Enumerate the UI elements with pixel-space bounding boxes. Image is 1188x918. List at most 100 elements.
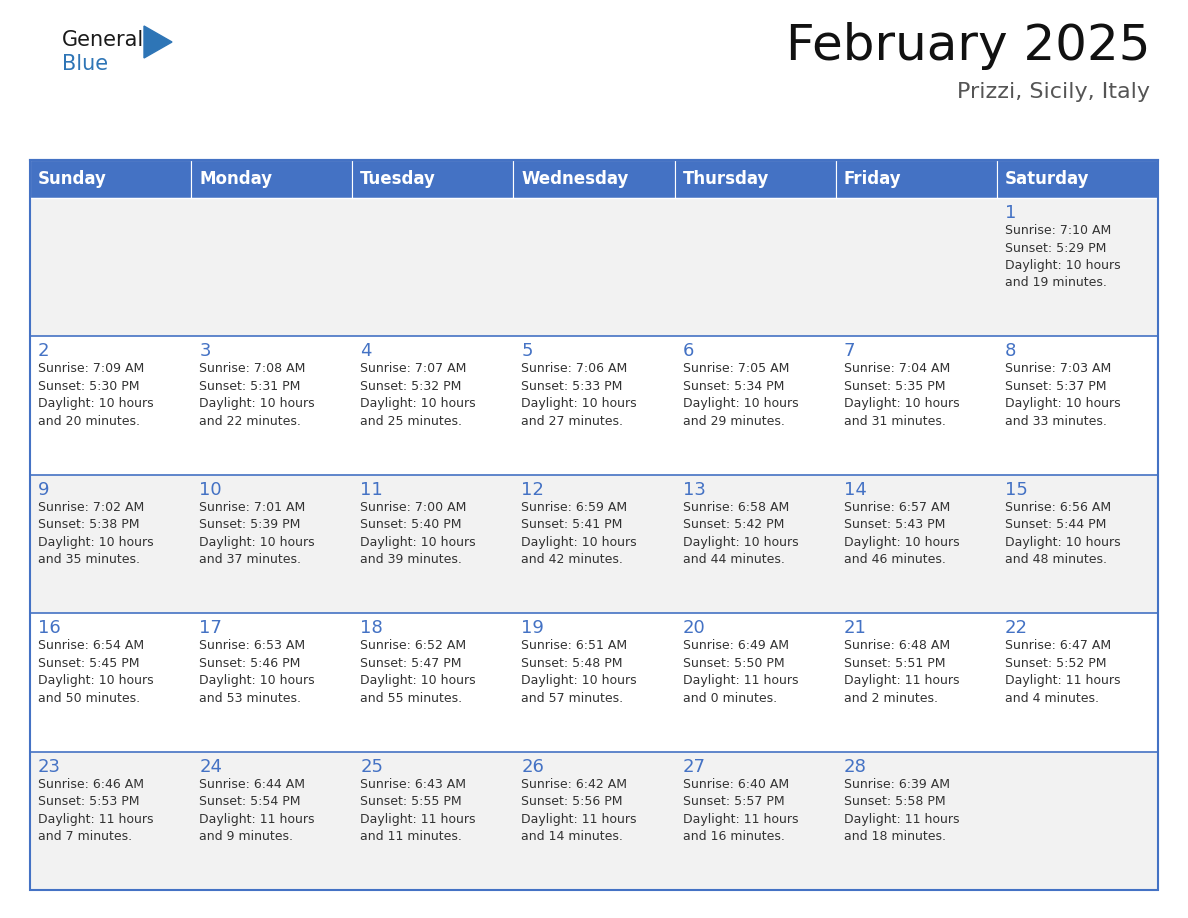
Text: 2: 2 <box>38 342 50 361</box>
Bar <box>30 160 191 198</box>
Text: 18: 18 <box>360 620 383 637</box>
Bar <box>191 336 353 475</box>
Text: Sunrise: 6:42 AM
Sunset: 5:56 PM
Daylight: 11 hours
and 14 minutes.: Sunrise: 6:42 AM Sunset: 5:56 PM Dayligh… <box>522 778 637 843</box>
Bar <box>30 336 191 475</box>
Bar <box>30 160 1158 890</box>
Text: Sunrise: 7:04 AM
Sunset: 5:35 PM
Daylight: 10 hours
and 31 minutes.: Sunrise: 7:04 AM Sunset: 5:35 PM Dayligh… <box>843 363 960 428</box>
Bar <box>997 336 1158 475</box>
Text: Blue: Blue <box>62 54 108 74</box>
Text: Sunrise: 7:01 AM
Sunset: 5:39 PM
Daylight: 10 hours
and 37 minutes.: Sunrise: 7:01 AM Sunset: 5:39 PM Dayligh… <box>200 501 315 566</box>
Bar <box>835 475 997 613</box>
Text: Sunrise: 7:05 AM
Sunset: 5:34 PM
Daylight: 10 hours
and 29 minutes.: Sunrise: 7:05 AM Sunset: 5:34 PM Dayligh… <box>683 363 798 428</box>
Text: Sunrise: 6:58 AM
Sunset: 5:42 PM
Daylight: 10 hours
and 44 minutes.: Sunrise: 6:58 AM Sunset: 5:42 PM Dayligh… <box>683 501 798 566</box>
Text: February 2025: February 2025 <box>785 22 1150 70</box>
Text: 26: 26 <box>522 757 544 776</box>
Bar <box>353 752 513 890</box>
Bar <box>675 198 835 336</box>
Text: Sunrise: 6:54 AM
Sunset: 5:45 PM
Daylight: 10 hours
and 50 minutes.: Sunrise: 6:54 AM Sunset: 5:45 PM Dayligh… <box>38 639 153 705</box>
Bar <box>997 752 1158 890</box>
Bar <box>30 613 191 752</box>
Bar <box>191 752 353 890</box>
Bar <box>997 613 1158 752</box>
Bar <box>675 475 835 613</box>
Text: Sunrise: 6:53 AM
Sunset: 5:46 PM
Daylight: 10 hours
and 53 minutes.: Sunrise: 6:53 AM Sunset: 5:46 PM Dayligh… <box>200 639 315 705</box>
Bar <box>675 336 835 475</box>
Bar <box>835 613 997 752</box>
Bar <box>513 475 675 613</box>
Text: 4: 4 <box>360 342 372 361</box>
Text: 13: 13 <box>683 481 706 498</box>
Text: 8: 8 <box>1005 342 1016 361</box>
Bar <box>353 198 513 336</box>
Text: 15: 15 <box>1005 481 1028 498</box>
Text: Sunrise: 6:40 AM
Sunset: 5:57 PM
Daylight: 11 hours
and 16 minutes.: Sunrise: 6:40 AM Sunset: 5:57 PM Dayligh… <box>683 778 798 843</box>
Bar <box>513 198 675 336</box>
Text: Friday: Friday <box>843 170 902 188</box>
Bar <box>353 336 513 475</box>
Bar <box>353 475 513 613</box>
Text: 12: 12 <box>522 481 544 498</box>
Bar <box>353 613 513 752</box>
Text: 1: 1 <box>1005 204 1016 222</box>
Bar <box>191 160 353 198</box>
Text: 19: 19 <box>522 620 544 637</box>
Text: 25: 25 <box>360 757 384 776</box>
Text: Sunrise: 7:09 AM
Sunset: 5:30 PM
Daylight: 10 hours
and 20 minutes.: Sunrise: 7:09 AM Sunset: 5:30 PM Dayligh… <box>38 363 153 428</box>
Bar <box>835 160 997 198</box>
Text: Sunrise: 6:51 AM
Sunset: 5:48 PM
Daylight: 10 hours
and 57 minutes.: Sunrise: 6:51 AM Sunset: 5:48 PM Dayligh… <box>522 639 637 705</box>
Text: Sunrise: 6:56 AM
Sunset: 5:44 PM
Daylight: 10 hours
and 48 minutes.: Sunrise: 6:56 AM Sunset: 5:44 PM Dayligh… <box>1005 501 1120 566</box>
Text: Sunrise: 7:02 AM
Sunset: 5:38 PM
Daylight: 10 hours
and 35 minutes.: Sunrise: 7:02 AM Sunset: 5:38 PM Dayligh… <box>38 501 153 566</box>
Bar <box>353 160 513 198</box>
Bar <box>30 475 191 613</box>
Text: Tuesday: Tuesday <box>360 170 436 188</box>
Text: 24: 24 <box>200 757 222 776</box>
Text: Monday: Monday <box>200 170 272 188</box>
Text: 9: 9 <box>38 481 50 498</box>
Text: 21: 21 <box>843 620 867 637</box>
Bar <box>997 475 1158 613</box>
Text: Sunrise: 7:07 AM
Sunset: 5:32 PM
Daylight: 10 hours
and 25 minutes.: Sunrise: 7:07 AM Sunset: 5:32 PM Dayligh… <box>360 363 476 428</box>
Bar <box>30 198 191 336</box>
Bar <box>997 160 1158 198</box>
Text: 5: 5 <box>522 342 533 361</box>
Text: 17: 17 <box>200 620 222 637</box>
Bar <box>835 336 997 475</box>
Text: 14: 14 <box>843 481 867 498</box>
Bar <box>513 336 675 475</box>
Text: Sunrise: 6:39 AM
Sunset: 5:58 PM
Daylight: 11 hours
and 18 minutes.: Sunrise: 6:39 AM Sunset: 5:58 PM Dayligh… <box>843 778 959 843</box>
Text: 7: 7 <box>843 342 855 361</box>
Text: Saturday: Saturday <box>1005 170 1089 188</box>
Text: Sunrise: 6:52 AM
Sunset: 5:47 PM
Daylight: 10 hours
and 55 minutes.: Sunrise: 6:52 AM Sunset: 5:47 PM Dayligh… <box>360 639 476 705</box>
Bar <box>30 752 191 890</box>
Bar <box>835 752 997 890</box>
Bar <box>835 198 997 336</box>
Bar <box>191 198 353 336</box>
Text: Sunrise: 7:08 AM
Sunset: 5:31 PM
Daylight: 10 hours
and 22 minutes.: Sunrise: 7:08 AM Sunset: 5:31 PM Dayligh… <box>200 363 315 428</box>
Text: 23: 23 <box>38 757 61 776</box>
Text: 22: 22 <box>1005 620 1028 637</box>
Bar <box>675 160 835 198</box>
Text: Sunrise: 7:06 AM
Sunset: 5:33 PM
Daylight: 10 hours
and 27 minutes.: Sunrise: 7:06 AM Sunset: 5:33 PM Dayligh… <box>522 363 637 428</box>
Text: Wednesday: Wednesday <box>522 170 628 188</box>
Bar <box>191 475 353 613</box>
Text: Sunrise: 7:10 AM
Sunset: 5:29 PM
Daylight: 10 hours
and 19 minutes.: Sunrise: 7:10 AM Sunset: 5:29 PM Dayligh… <box>1005 224 1120 289</box>
Text: Sunday: Sunday <box>38 170 107 188</box>
Text: Sunrise: 6:49 AM
Sunset: 5:50 PM
Daylight: 11 hours
and 0 minutes.: Sunrise: 6:49 AM Sunset: 5:50 PM Dayligh… <box>683 639 798 705</box>
Bar <box>513 613 675 752</box>
Bar <box>675 752 835 890</box>
Text: 6: 6 <box>683 342 694 361</box>
Text: 11: 11 <box>360 481 383 498</box>
Text: 10: 10 <box>200 481 222 498</box>
Text: Sunrise: 6:59 AM
Sunset: 5:41 PM
Daylight: 10 hours
and 42 minutes.: Sunrise: 6:59 AM Sunset: 5:41 PM Dayligh… <box>522 501 637 566</box>
Text: 16: 16 <box>38 620 61 637</box>
Text: 20: 20 <box>683 620 706 637</box>
Text: Sunrise: 6:47 AM
Sunset: 5:52 PM
Daylight: 11 hours
and 4 minutes.: Sunrise: 6:47 AM Sunset: 5:52 PM Dayligh… <box>1005 639 1120 705</box>
Text: 27: 27 <box>683 757 706 776</box>
Bar <box>191 613 353 752</box>
Text: Thursday: Thursday <box>683 170 769 188</box>
Text: Sunrise: 6:48 AM
Sunset: 5:51 PM
Daylight: 11 hours
and 2 minutes.: Sunrise: 6:48 AM Sunset: 5:51 PM Dayligh… <box>843 639 959 705</box>
Text: Sunrise: 6:44 AM
Sunset: 5:54 PM
Daylight: 11 hours
and 9 minutes.: Sunrise: 6:44 AM Sunset: 5:54 PM Dayligh… <box>200 778 315 843</box>
Text: Sunrise: 6:43 AM
Sunset: 5:55 PM
Daylight: 11 hours
and 11 minutes.: Sunrise: 6:43 AM Sunset: 5:55 PM Dayligh… <box>360 778 476 843</box>
Text: 28: 28 <box>843 757 867 776</box>
Polygon shape <box>144 26 172 58</box>
